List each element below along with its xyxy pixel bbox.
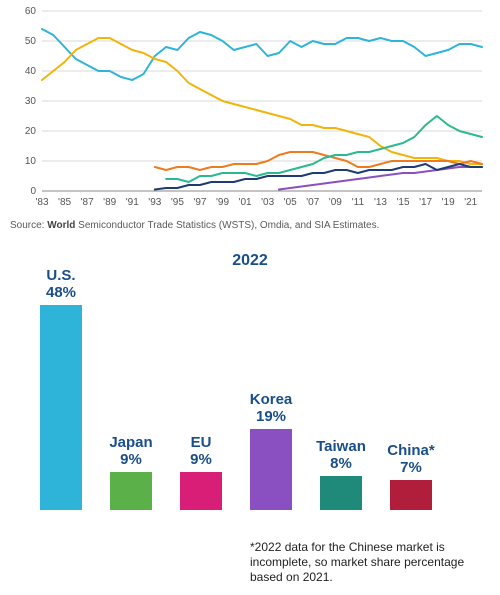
svg-text:'93: '93 bbox=[148, 197, 161, 208]
svg-text:'13: '13 bbox=[374, 197, 387, 208]
svg-text:40: 40 bbox=[25, 66, 37, 77]
svg-text:'89: '89 bbox=[103, 197, 116, 208]
source-line: Source: World Semiconductor Trade Statis… bbox=[10, 220, 379, 231]
series-us bbox=[42, 29, 482, 80]
svg-text:'11: '11 bbox=[352, 197, 365, 208]
source-strong: World bbox=[47, 220, 75, 231]
svg-text:'85: '85 bbox=[58, 197, 71, 208]
svg-text:60: 60 bbox=[25, 6, 37, 17]
bar-eu bbox=[180, 472, 222, 510]
svg-text:'09: '09 bbox=[329, 197, 342, 208]
svg-text:'99: '99 bbox=[216, 197, 229, 208]
svg-text:'83: '83 bbox=[35, 197, 48, 208]
bar-label-taiwan: Taiwan8% bbox=[306, 438, 376, 473]
svg-text:'87: '87 bbox=[81, 197, 94, 208]
svg-text:0: 0 bbox=[30, 186, 36, 197]
bar-japan bbox=[110, 472, 152, 510]
svg-text:20: 20 bbox=[25, 126, 37, 137]
bar-label-japan: Japan9% bbox=[96, 434, 166, 469]
svg-text:50: 50 bbox=[25, 36, 37, 47]
source-prefix: Source: bbox=[10, 220, 47, 231]
svg-text:'05: '05 bbox=[284, 197, 297, 208]
bar-us bbox=[40, 305, 82, 510]
svg-text:'97: '97 bbox=[193, 197, 206, 208]
bar-label-korea: Korea19% bbox=[236, 391, 306, 426]
svg-text:10: 10 bbox=[25, 156, 37, 167]
svg-text:30: 30 bbox=[25, 96, 37, 107]
svg-text:'21: '21 bbox=[464, 197, 477, 208]
source-rest: Semiconductor Trade Statistics (WSTS), O… bbox=[75, 220, 379, 231]
svg-text:'01: '01 bbox=[239, 197, 252, 208]
bar-label-us: U.S.48% bbox=[26, 267, 96, 302]
bar-korea bbox=[250, 429, 292, 510]
svg-text:'19: '19 bbox=[442, 197, 455, 208]
bar-label-china: China*7% bbox=[376, 442, 446, 477]
bar-china bbox=[390, 480, 432, 510]
svg-text:'07: '07 bbox=[306, 197, 319, 208]
svg-text:'17: '17 bbox=[419, 197, 432, 208]
market-share-line-chart: 0 10 20 30 40 50 60 '83 '85 '87 '89 '91 '93 '95 '97 '99… bbox=[10, 5, 490, 215]
svg-text:'03: '03 bbox=[261, 197, 274, 208]
svg-text:'95: '95 bbox=[171, 197, 184, 208]
svg-text:'15: '15 bbox=[397, 197, 410, 208]
bar-taiwan bbox=[320, 476, 362, 510]
bar-label-eu: EU9% bbox=[166, 434, 236, 469]
svg-text:'91: '91 bbox=[126, 197, 139, 208]
market-share-bar-chart: U.S.48%Japan9%EU9%Korea19%Taiwan8%China*… bbox=[30, 285, 470, 525]
footnote: *2022 data for the Chinese market is inc… bbox=[250, 540, 480, 585]
